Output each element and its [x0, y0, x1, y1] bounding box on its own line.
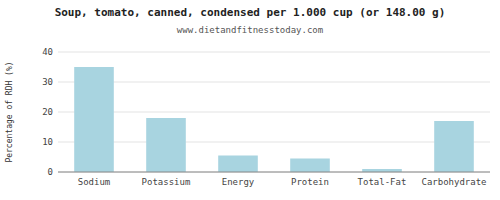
x-tick-label: Energy	[222, 177, 255, 187]
x-tick-label: Protein	[291, 177, 329, 187]
bar	[434, 121, 474, 172]
y-tick-label: 10	[42, 137, 53, 147]
x-axis: Sodium Potassium Energy Protein Total-Fat Car…	[78, 177, 487, 187]
grid-line	[58, 52, 490, 53]
bar	[218, 156, 258, 173]
x-tick-label: Carbohydrate	[421, 177, 486, 187]
bar	[74, 67, 114, 172]
y-grid	[58, 52, 490, 172]
x-tick-label: Sodium	[78, 177, 111, 187]
subtitle: www.dietandfitnesstoday.com	[177, 25, 323, 35]
bar	[146, 118, 186, 172]
x-tick-label: Total-Fat	[358, 177, 407, 187]
grid-line	[58, 142, 490, 143]
chart: Soup, tomato, canned, condensed per 1.00…	[0, 0, 500, 200]
y-tick-label: 40	[42, 47, 53, 57]
x-axis-line	[58, 172, 490, 173]
grid-line	[58, 172, 490, 173]
y-tick-label: 20	[42, 107, 53, 117]
y-axis: 0 10 20 30 40	[42, 47, 53, 177]
title: Soup, tomato, canned, condensed per 1.00…	[55, 6, 446, 19]
grid-line	[58, 112, 490, 113]
grid-line	[58, 82, 490, 83]
bar	[290, 159, 330, 173]
bars	[74, 67, 474, 172]
x-tick-label: Potassium	[142, 177, 191, 187]
y-tick-label: 0	[48, 167, 53, 177]
y-axis-label: Percentage of RDH (%)	[5, 61, 14, 162]
y-tick-label: 30	[42, 77, 53, 87]
